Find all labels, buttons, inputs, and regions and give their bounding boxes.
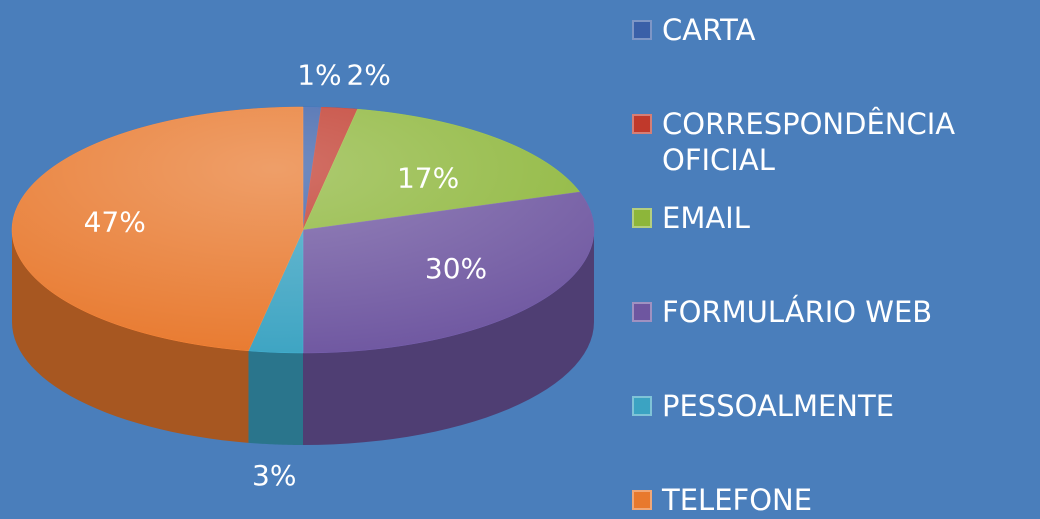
legend-label: CARTA xyxy=(662,13,756,47)
legend-item: CORRESPONDÊNCIA OFICIAL xyxy=(632,106,1007,178)
data-label: 17% xyxy=(397,161,459,194)
pie-shine xyxy=(12,107,594,353)
legend-item: FORMULÁRIO WEB xyxy=(632,294,1007,330)
data-label: 30% xyxy=(425,252,487,285)
data-label: 2% xyxy=(346,58,390,91)
chart: 1% 2% 17% 30% 3% 47% xyxy=(11,58,595,492)
legend-label: PESSOALMENTE xyxy=(662,389,895,423)
legend-swatch xyxy=(632,396,652,416)
legend-item: TELEFONE xyxy=(632,482,1007,518)
pie-side xyxy=(303,230,594,445)
pie-side xyxy=(248,350,303,445)
legend-swatch xyxy=(632,208,652,228)
legend-label: CORRESPONDÊNCIA OFICIAL xyxy=(662,107,956,177)
legend-label: FORMULÁRIO WEB xyxy=(662,295,933,329)
data-label: 1% xyxy=(297,58,341,91)
legend-swatch xyxy=(632,20,652,40)
data-label: 47% xyxy=(84,206,146,239)
legend: CARTA CORRESPONDÊNCIA OFICIAL EMAIL FORMULÁ… xyxy=(632,0,1032,519)
legend-item: PESSOALMENTE xyxy=(632,388,1007,424)
legend-swatch xyxy=(632,302,652,322)
legend-label: TELEFONE xyxy=(662,483,813,517)
legend-label: EMAIL xyxy=(662,201,750,235)
legend-item: CARTA xyxy=(632,12,1007,48)
legend-swatch xyxy=(632,490,652,510)
data-label: 3% xyxy=(252,459,296,492)
legend-item: EMAIL xyxy=(632,200,1007,236)
legend-swatch xyxy=(632,114,652,134)
pie-side xyxy=(12,230,249,443)
